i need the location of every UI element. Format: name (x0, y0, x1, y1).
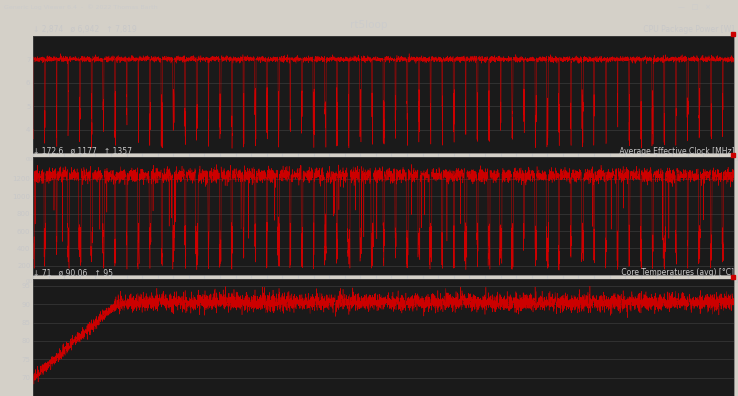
Text: rt5loop: rt5loop (351, 20, 387, 30)
Text: ↓ 172.6   ø 1177   ↑ 1357: ↓ 172.6 ø 1177 ↑ 1357 (33, 147, 132, 156)
Text: CPU Package Power [W]: CPU Package Power [W] (641, 25, 734, 34)
Text: ↓ 2,874   ø 6,942   ↑ 7,819: ↓ 2,874 ø 6,942 ↑ 7,819 (33, 25, 137, 34)
Text: Average Effective Clock [MHz]: Average Effective Clock [MHz] (617, 147, 734, 156)
Text: ↓ 71   ø 90.06   ↑ 95: ↓ 71 ø 90.06 ↑ 95 (33, 268, 113, 277)
Text: Core Temperatures (avg) [°C]: Core Temperatures (avg) [°C] (619, 268, 734, 277)
Text: Generic Log Viewer 6.4  -  © 2022 Thomas Barth: Generic Log Viewer 6.4 - © 2022 Thomas B… (4, 5, 157, 10)
Text: —   □   ×: — □ × (677, 4, 711, 11)
